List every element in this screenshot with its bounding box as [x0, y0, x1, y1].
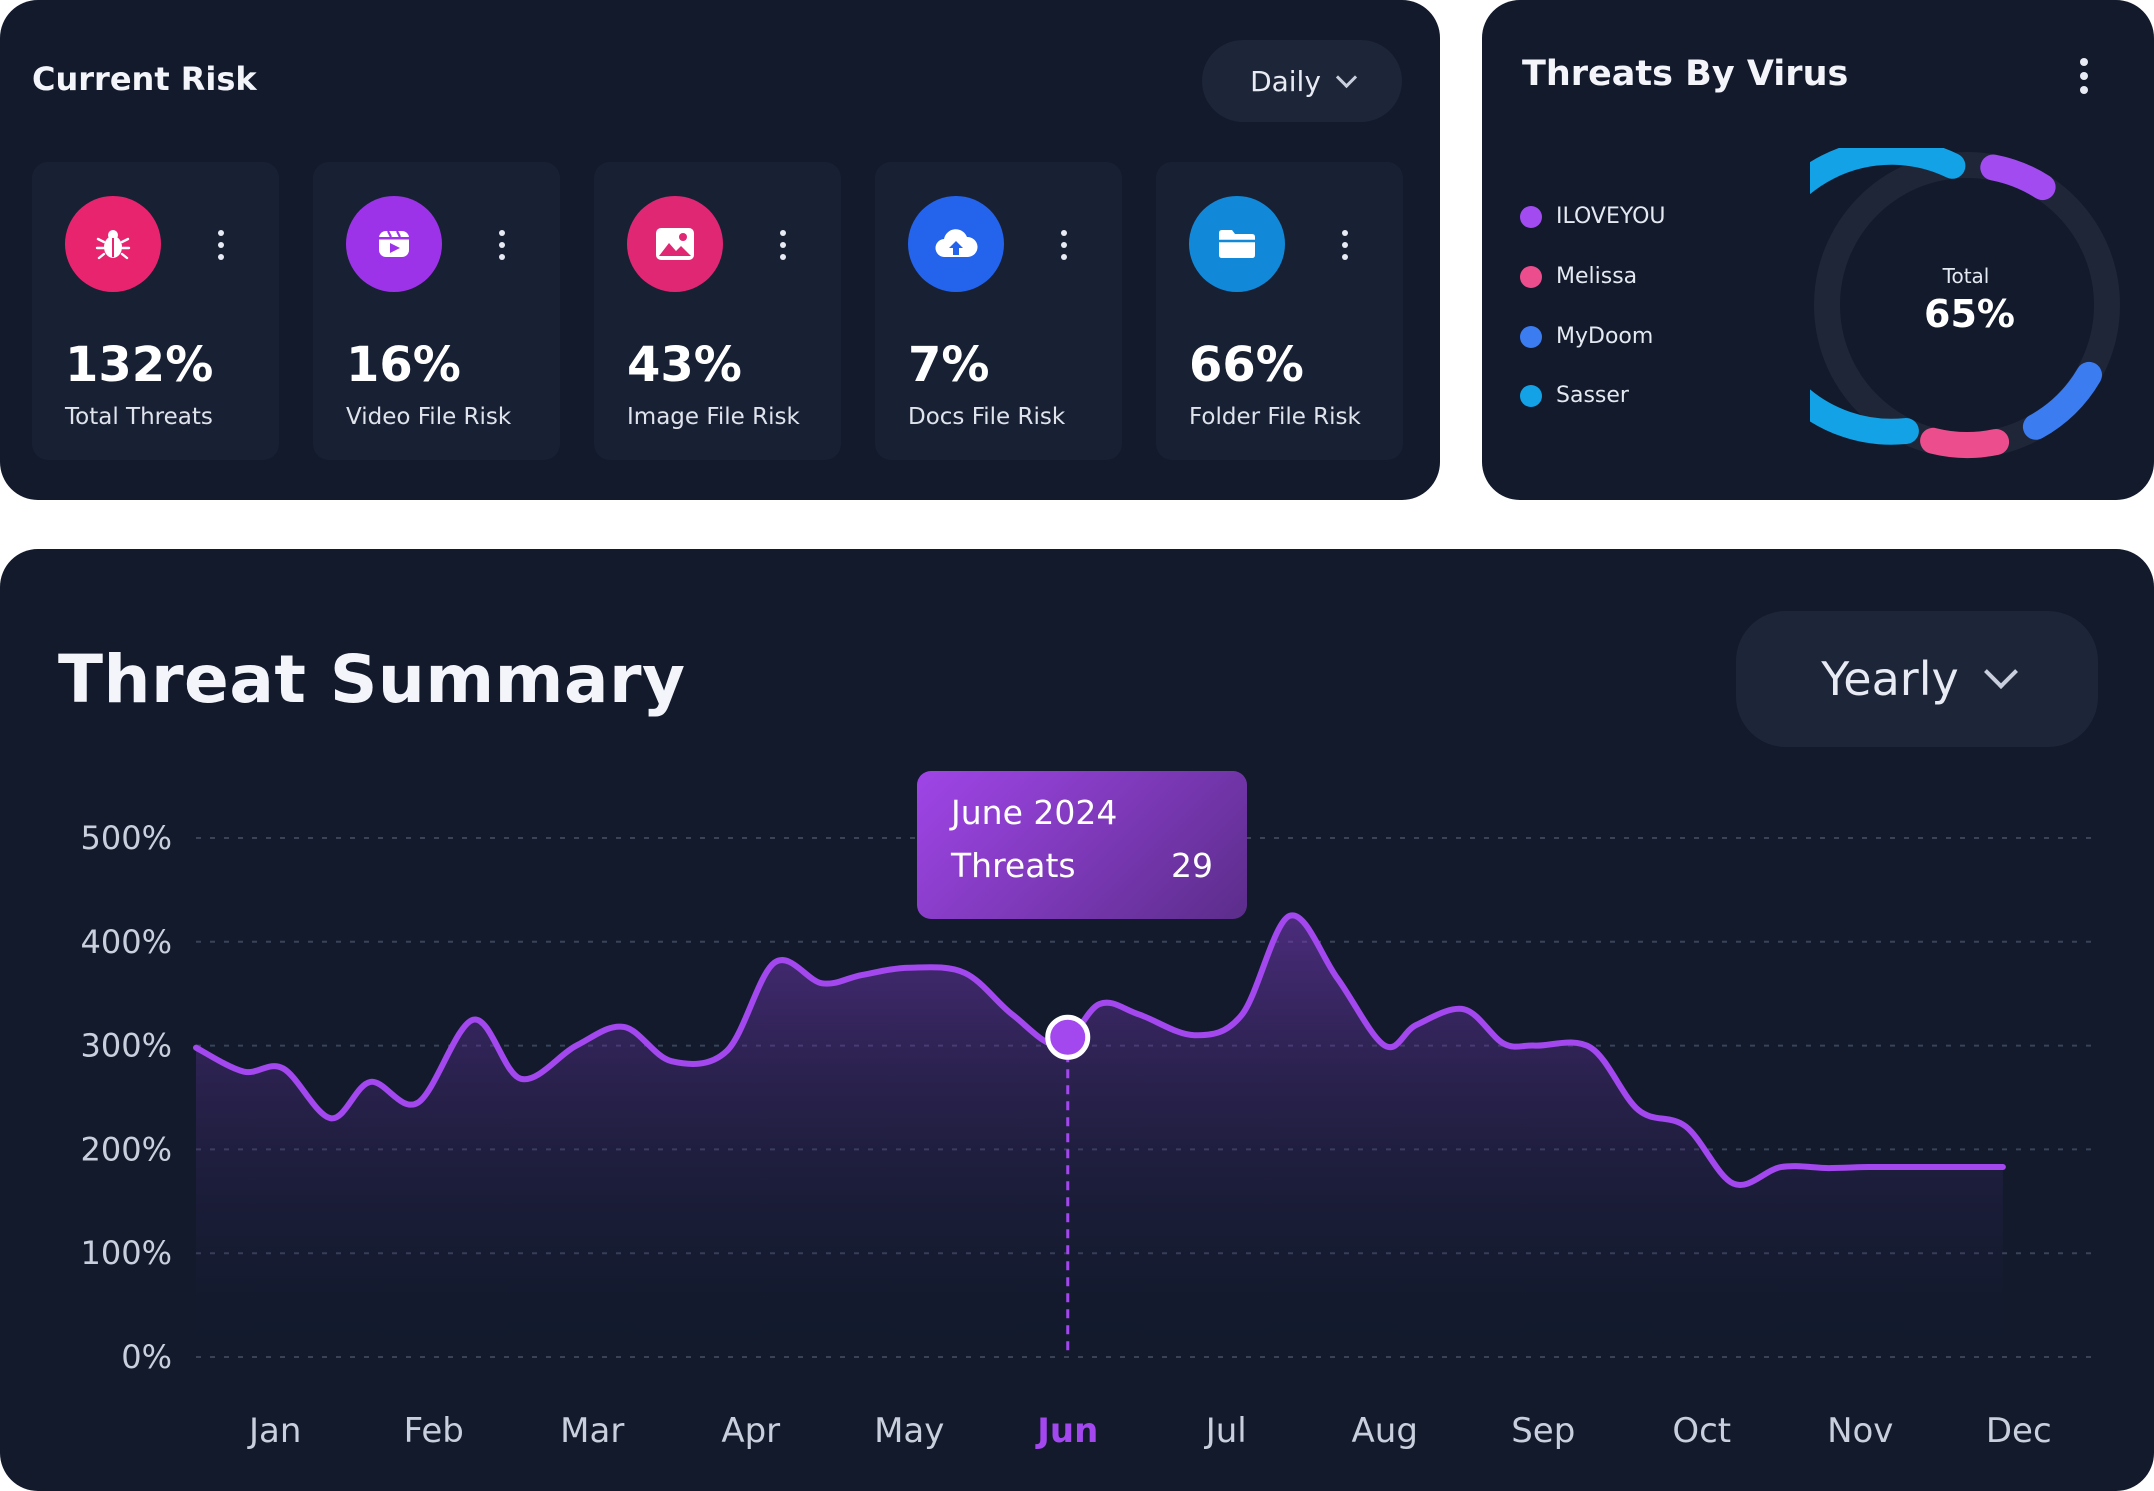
risk-label: Docs File Risk	[908, 404, 1066, 430]
bug-icon	[65, 196, 161, 292]
tooltip-metric: Threats	[951, 846, 1076, 885]
legend-label: Sasser	[1556, 383, 1629, 408]
risk-value: 43%	[627, 337, 742, 393]
y-tick-label: 300%	[81, 1027, 172, 1065]
x-tick-label: Jan	[247, 1411, 301, 1451]
legend-swatch	[1520, 384, 1542, 407]
period-dropdown-label: Daily	[1250, 64, 1321, 98]
more-options-icon[interactable]	[1061, 230, 1067, 260]
period-dropdown-label: Yearly	[1821, 652, 1959, 706]
y-axis: 0% 100% 200% 300% 400% 500%	[81, 819, 172, 1376]
risk-value: 7%	[908, 337, 990, 393]
threats-by-virus-title: Threats By Virus	[1522, 54, 1849, 94]
x-tick-label: Apr	[721, 1411, 780, 1451]
y-tick-label: 400%	[81, 923, 172, 961]
x-tick-label: May	[874, 1411, 944, 1451]
more-options-icon[interactable]	[2080, 58, 2088, 94]
legend-item: MyDoom	[1520, 324, 1653, 349]
x-tick-label: Aug	[1352, 1411, 1418, 1451]
x-tick-label: Nov	[1827, 1411, 1893, 1451]
threats-by-virus-panel: Threats By Virus ILOVEYOU Melissa MyDoom…	[1482, 0, 2154, 500]
x-tick-label: Mar	[560, 1411, 624, 1451]
more-options-icon[interactable]	[499, 230, 505, 260]
donut-total-value: 65%	[1924, 292, 2015, 336]
more-options-icon[interactable]	[218, 230, 224, 260]
donut-segment-mydoom	[2022, 361, 2102, 440]
y-tick-label: 100%	[81, 1234, 172, 1272]
tooltip-date: June 2024	[951, 793, 1118, 832]
y-tick-label: 500%	[81, 819, 172, 857]
threat-area-fill	[196, 915, 2003, 1357]
chevron-down-icon	[1335, 66, 1358, 88]
x-tick-label: Sep	[1511, 1411, 1575, 1451]
donut-segment-melissa	[1920, 427, 2010, 459]
x-tick-label: Jul	[1204, 1411, 1247, 1451]
risk-label: Video File Risk	[346, 404, 512, 430]
hover-point[interactable]	[1045, 1014, 1091, 1060]
chart-tooltip: June 2024 Threats 29	[917, 771, 1247, 919]
donut-center: Total 65%	[1924, 264, 2015, 336]
x-tick-label: Oct	[1672, 1411, 1731, 1451]
risk-card-docs-file[interactable]: 7% Docs File Risk	[875, 162, 1122, 460]
folder-icon	[1189, 196, 1285, 292]
legend-label: ILOVEYOU	[1556, 204, 1666, 229]
risk-label: Image File Risk	[627, 404, 800, 430]
y-tick-label: 200%	[81, 1130, 172, 1168]
legend-item: ILOVEYOU	[1520, 204, 1666, 229]
legend-swatch	[1520, 265, 1542, 288]
risk-value: 16%	[346, 337, 461, 393]
current-risk-panel: Current Risk Daily 132% Total Threats 16…	[0, 0, 1440, 500]
legend-label: Melissa	[1556, 264, 1638, 289]
risk-card-video-file[interactable]: 16% Video File Risk	[313, 162, 560, 460]
legend-label: MyDoom	[1556, 324, 1654, 349]
virus-donut-chart	[1810, 148, 2120, 459]
x-tick-label: Jun	[1035, 1411, 1098, 1451]
more-options-icon[interactable]	[780, 230, 786, 260]
x-axis: Jan Feb Mar Apr May Jun Jul Aug Sep Oct Nov Dec	[247, 1411, 2052, 1451]
threat-summary-chart: 0% 100% 200% 300% 400% 500% Jan Feb Mar Apr May Ju…	[81, 819, 2098, 1451]
cloud-upload-icon	[908, 196, 1004, 292]
donut-segment-sasser	[1810, 148, 1966, 445]
video-icon	[346, 196, 442, 292]
more-options-icon[interactable]	[1342, 230, 1348, 260]
risk-value: 66%	[1189, 337, 1304, 393]
tooltip-value: 29	[1171, 846, 1213, 885]
risk-label: Folder File Risk	[1189, 404, 1361, 430]
current-risk-title: Current Risk	[32, 60, 257, 98]
donut-segment-iloveyou	[1980, 154, 2056, 201]
risk-card-image-file[interactable]: 43% Image File Risk	[594, 162, 841, 460]
risk-label: Total Threats	[65, 404, 213, 430]
image-icon	[627, 196, 723, 292]
legend-swatch	[1520, 325, 1542, 348]
legend-item: Sasser	[1520, 383, 1629, 408]
risk-card-total-threats[interactable]: 132% Total Threats	[32, 162, 279, 460]
donut-total-label: Total	[1942, 264, 1990, 288]
chevron-down-icon	[1983, 655, 2018, 689]
x-tick-label: Dec	[1986, 1411, 2052, 1451]
legend-swatch	[1520, 205, 1542, 228]
threat-line	[193, 912, 2006, 1188]
period-dropdown[interactable]: Yearly	[1736, 611, 2098, 747]
risk-value: 132%	[65, 337, 214, 393]
threat-summary-panel: 0% 100% 200% 300% 400% 500% Jan Feb Mar Apr May Ju…	[0, 549, 2154, 1491]
period-dropdown[interactable]: Daily	[1202, 40, 1402, 122]
x-tick-label: Feb	[404, 1411, 464, 1451]
risk-card-folder-file[interactable]: 66% Folder File Risk	[1156, 162, 1403, 460]
legend-item: Melissa	[1520, 264, 1637, 289]
threat-summary-title: Threat Summary	[58, 641, 686, 718]
y-tick-label: 0%	[121, 1338, 172, 1376]
